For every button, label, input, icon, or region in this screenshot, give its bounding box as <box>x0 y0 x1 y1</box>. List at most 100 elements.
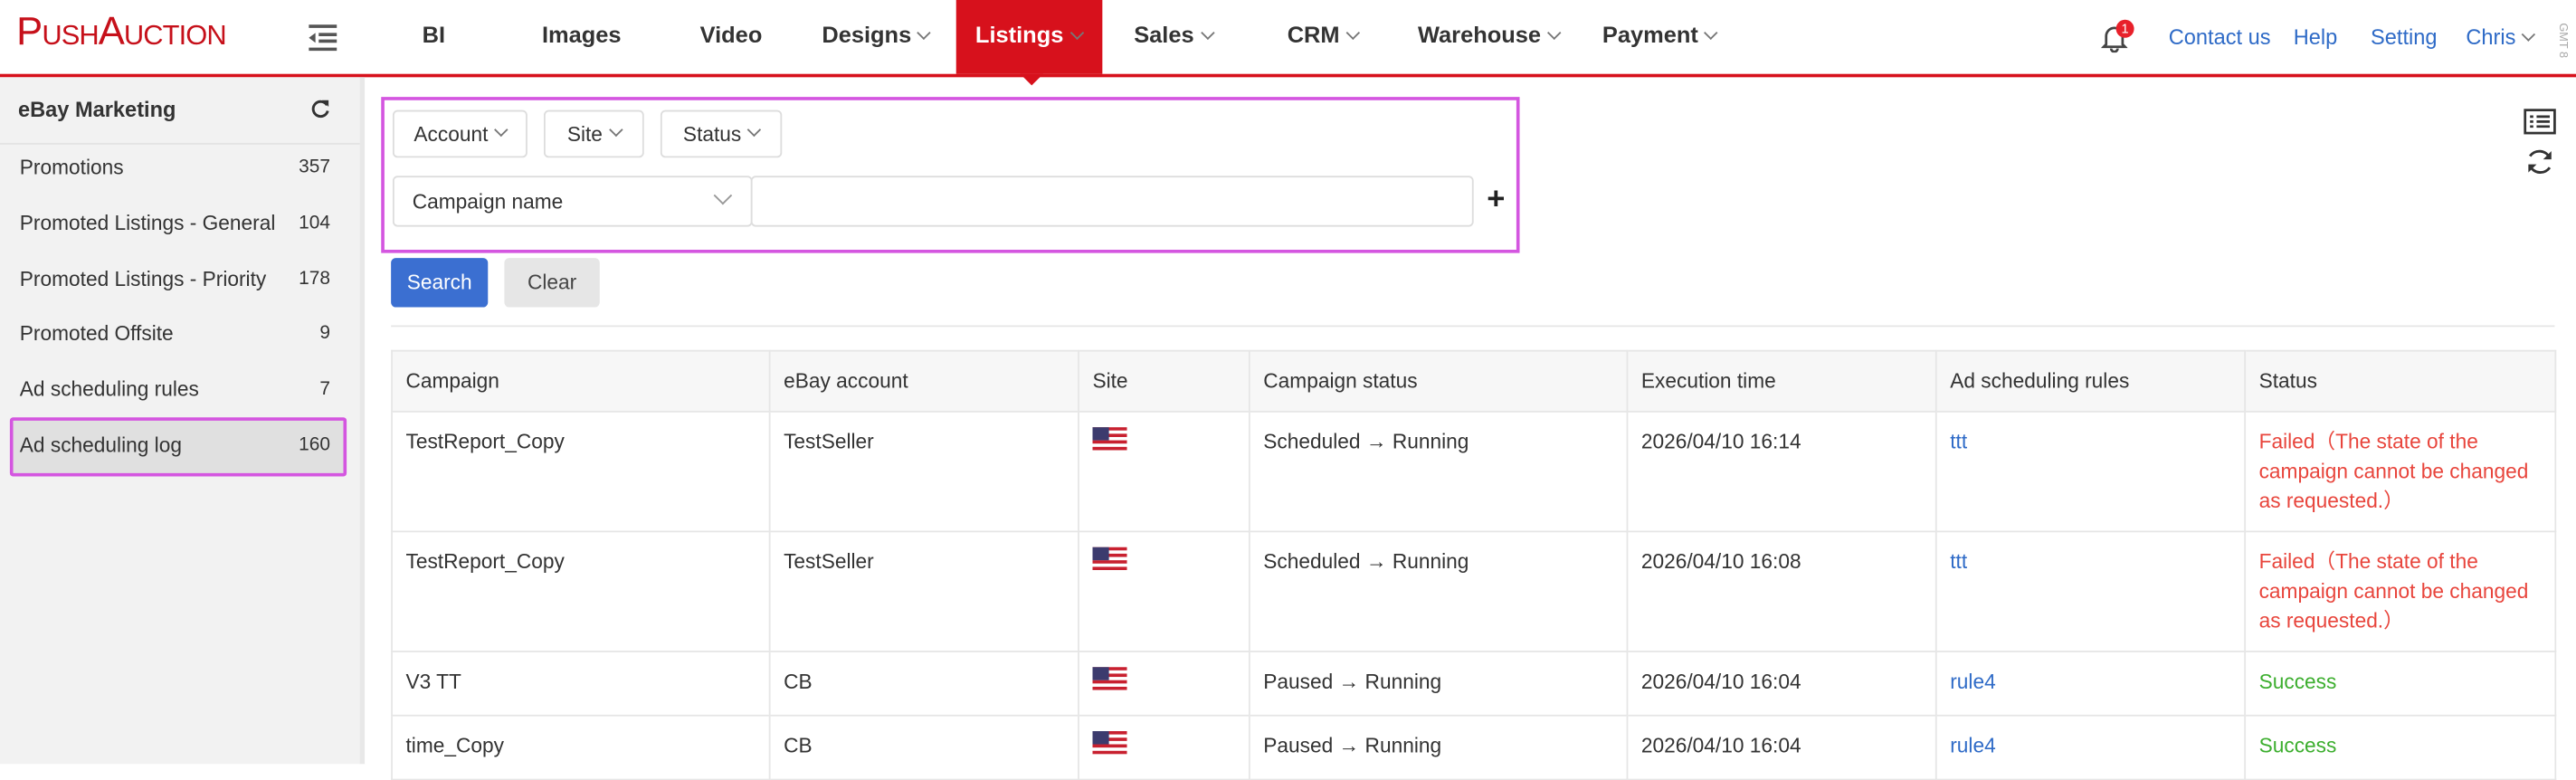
active-tab-pointer <box>1020 73 1043 97</box>
rule-link[interactable]: ttt <box>1950 430 1968 454</box>
clear-button[interactable]: Clear <box>504 258 600 308</box>
rule-cell: rule4 <box>1934 651 2247 717</box>
execution-time-cell: 2026/04/10 16:14 <box>1626 410 1937 533</box>
item-count: 7 <box>319 379 330 400</box>
header-link[interactable]: Help <box>2293 24 2338 50</box>
user-name: Chris <box>2466 24 2516 50</box>
menu-toggle[interactable] <box>308 23 338 52</box>
refresh-icon[interactable] <box>310 99 330 119</box>
status-cell: Success <box>2244 651 2557 717</box>
sidebar-item[interactable]: Promotions <box>19 156 124 179</box>
execution-time-cell: 2026/04/10 16:04 <box>1626 714 1937 780</box>
dropdown-label: Account <box>413 122 489 146</box>
divider <box>0 142 360 145</box>
site-dropdown[interactable]: Site <box>543 109 644 158</box>
search-input[interactable] <box>750 176 1474 227</box>
campaign-status-cell: Paused → Running <box>1248 651 1629 717</box>
item-count: 357 <box>299 157 330 178</box>
list-view-icon[interactable] <box>2524 109 2556 135</box>
column-header: Site <box>1078 349 1250 413</box>
rule-link[interactable]: rule4 <box>1950 670 1996 694</box>
us-flag <box>1092 730 1127 755</box>
sidebar-item[interactable]: Promoted Listings - General <box>19 212 276 235</box>
filter-panel <box>381 97 1520 253</box>
table-row: time_Copy CB Paused → Running 2026/04/10 16… <box>391 714 2557 780</box>
item-count: 104 <box>299 214 330 233</box>
campaign-status-cell: Scheduled → Running <box>1248 530 1629 652</box>
header-row: Campaign eBay account Site Campaign status E… <box>391 349 2557 413</box>
nav-item[interactable]: Video <box>699 21 763 48</box>
nav-item[interactable]: Payment <box>1602 22 1716 48</box>
nav-label: Listings <box>974 21 1064 48</box>
nav-label: Warehouse <box>1417 21 1542 48</box>
nav-label: Payment <box>1602 21 1698 48</box>
sidebar-title: eBay Marketing <box>17 97 176 122</box>
campaign-status-cell: Scheduled → Running <box>1248 410 1629 533</box>
nav-label: Sales <box>1134 21 1194 48</box>
item-count: 178 <box>299 269 330 290</box>
header-link[interactable]: Setting <box>2371 24 2438 50</box>
header-link[interactable]: Chris <box>2466 24 2533 49</box>
sidebar-item[interactable]: Ad scheduling rules <box>19 377 199 402</box>
column-header: Ad scheduling rules <box>1934 349 2247 413</box>
search-button[interactable]: Search <box>391 258 489 308</box>
table-row: TestReport_Copy TestSeller Scheduled → Run… <box>391 410 2557 533</box>
nav-label: CRM <box>1287 21 1340 48</box>
rule-cell: ttt <box>1934 410 2247 533</box>
status-dropdown[interactable]: Status <box>660 109 783 158</box>
column-header: Execution time <box>1626 349 1937 413</box>
rule-cell: rule4 <box>1934 714 2247 780</box>
selected-highlight <box>9 417 347 477</box>
nav-item[interactable]: Sales <box>1134 22 1212 48</box>
us-flag <box>1092 667 1127 690</box>
campaign-cell: TestReport_Copy <box>391 530 771 652</box>
execution-time-cell: 2026/04/10 16:08 <box>1626 530 1937 652</box>
notification-badge: 1 <box>2115 19 2134 38</box>
app: PushAuction BI Images Video Designs List… <box>0 0 2576 764</box>
sidebar-edge <box>359 77 366 765</box>
column-header: Campaign <box>391 349 771 413</box>
nav-item[interactable]: CRM <box>1288 22 1358 48</box>
account-cell: CB <box>768 651 1079 717</box>
field-label: Campaign name <box>412 189 564 214</box>
us-flag <box>1092 547 1127 571</box>
timezone: GMT 8 <box>2556 23 2568 59</box>
campaign-status-cell: Paused → Running <box>1248 714 1629 780</box>
nav-item[interactable]: Warehouse <box>1418 22 1559 48</box>
account-cell: CB <box>768 714 1079 780</box>
nav-item[interactable]: Designs <box>822 22 929 48</box>
rule-link[interactable]: rule4 <box>1950 734 1996 758</box>
divider <box>391 325 2555 328</box>
header-link[interactable]: Contact us <box>2168 24 2271 50</box>
nav-item[interactable]: Images <box>541 21 622 48</box>
account-dropdown[interactable]: Account <box>392 109 528 158</box>
site-cell <box>1078 530 1250 652</box>
column-header: Status <box>2244 349 2557 413</box>
nav-item[interactable]: Listings <box>975 22 1081 48</box>
nav-item[interactable]: BI <box>422 21 446 48</box>
logo[interactable]: PushAuction <box>16 9 227 54</box>
campaign-cell: time_Copy <box>391 714 771 780</box>
campaign-cell: V3 TT <box>391 651 771 717</box>
site-cell <box>1078 410 1250 533</box>
dropdown-label: Status <box>682 122 742 146</box>
rule-cell: ttt <box>1934 530 2247 652</box>
status-cell: Success <box>2244 714 2557 780</box>
reload-icon[interactable] <box>2525 147 2555 176</box>
field-select[interactable]: Campaign name <box>392 176 753 227</box>
column-header: Campaign status <box>1248 349 1629 413</box>
sidebar-item[interactable]: Promoted Offsite <box>19 321 174 346</box>
add-filter[interactable]: + <box>1487 182 1506 217</box>
dropdown-label: Site <box>566 122 603 146</box>
rule-link[interactable]: ttt <box>1950 550 1968 574</box>
account-cell: TestSeller <box>768 410 1079 533</box>
status-cell: Failed（The state of the campaign cannot … <box>2244 410 2557 533</box>
button-label: Search <box>406 271 472 295</box>
sidebar-item[interactable]: Ad scheduling log <box>19 433 182 457</box>
table-row: TestReport_Copy TestSeller Scheduled → Run… <box>391 530 2557 652</box>
nav-label: Designs <box>822 21 912 48</box>
sidebar-item[interactable]: Promoted Listings - Priority <box>19 267 267 291</box>
table-row: V3 TT CB Paused → Running 2026/04/10 16:04 r… <box>391 651 2557 717</box>
top-bar <box>0 0 2576 78</box>
